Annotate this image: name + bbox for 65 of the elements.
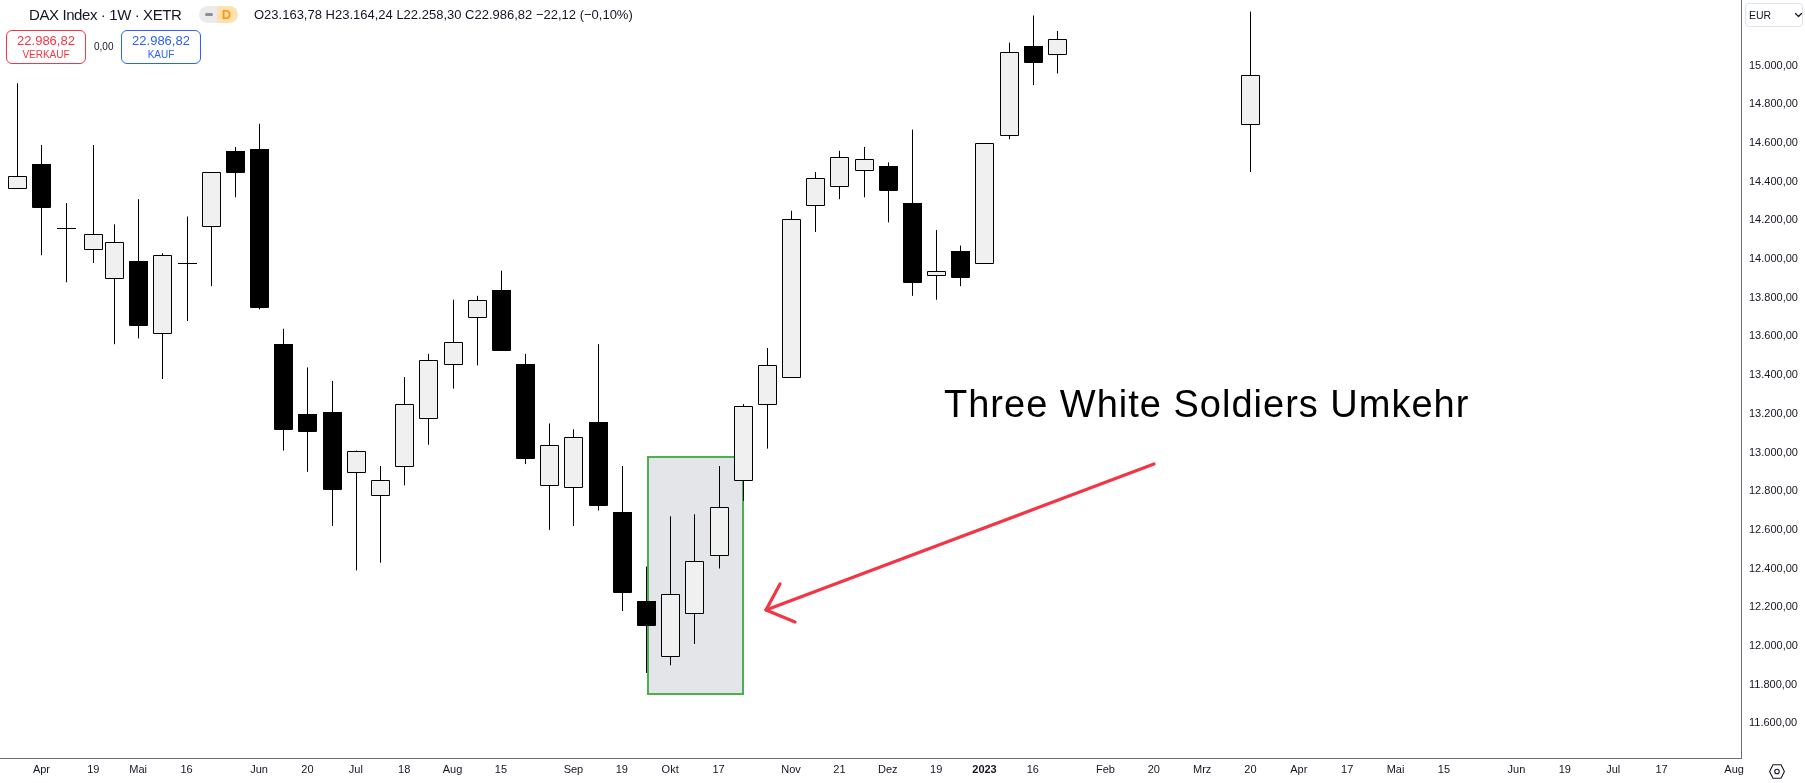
y-tick-label: 11.800,00 [1749, 677, 1798, 690]
y-tick-label: 14.600,00 [1749, 136, 1798, 149]
sell-button: 22.986,82 VERKAUF [6, 30, 86, 64]
x-tick-label: Sep [563, 762, 584, 775]
annotation: 22.986,82 [131, 33, 191, 48]
x-tick-label: 16 [180, 762, 193, 775]
annotation: D [217, 7, 236, 22]
x-tick-label: Jul [1606, 762, 1621, 775]
annotation: Three White Soldiers Umkehr [944, 383, 1470, 425]
y-tick-label: 13.200,00 [1749, 406, 1798, 419]
y-tick-label: 11.600,00 [1749, 716, 1798, 729]
x-tick-label: 15 [1437, 762, 1451, 775]
x-tick-label: 20 [301, 762, 314, 775]
x-tick-label: 15 [494, 762, 508, 775]
x-tick-label: Jun [250, 762, 268, 775]
y-tick-label: 15.000,00 [1749, 58, 1798, 71]
y-tick-label: 13.000,00 [1749, 445, 1798, 458]
x-tick-label: Jul [348, 762, 363, 775]
x-tick-label: Dez [877, 762, 898, 775]
x-tick-label: Mrz [1192, 762, 1212, 775]
x-tick-label: 21 [833, 762, 846, 775]
y-tick-label: 12.200,00 [1749, 600, 1798, 613]
x-tick-label: Mai [1386, 762, 1405, 775]
y-tick-label: 14.200,00 [1749, 213, 1798, 226]
dropdown: EUR [1745, 3, 1803, 27]
x-tick-label: 19 [87, 762, 100, 775]
annotation: 0,00 [94, 41, 114, 52]
x-tick-label: Apr [1290, 762, 1308, 775]
x-tick-label: 19 [1558, 762, 1571, 775]
x-tick-label: 19 [930, 762, 943, 775]
x-tick-label: Jun [1507, 762, 1526, 775]
x-tick-label: 20 [1244, 762, 1257, 775]
x-tick-label: 16 [1026, 762, 1039, 775]
text: O23.163,78 H23.164,24 L22.258,30 C22.986,82 −22,12 (−0,10%) [254, 7, 633, 22]
candlestick [56, 202, 77, 283]
x-tick-label: Feb [1095, 762, 1115, 775]
annotation: 22.986,82 [16, 33, 76, 48]
x-tick-label: 2023 [972, 762, 997, 775]
y-tick-label: 14.800,00 [1749, 97, 1798, 110]
y-tick-label: 13.600,00 [1749, 329, 1798, 342]
x-tick-label: 17 [1341, 762, 1354, 775]
x-tick-label: Mai [129, 762, 148, 775]
y-tick-label: 12.000,00 [1749, 638, 1798, 651]
y-tick-label: 12.400,00 [1749, 561, 1798, 574]
x-tick-label: 18 [398, 762, 411, 775]
y-tick-label: 12.600,00 [1749, 522, 1798, 535]
y-tick-label: 13.400,00 [1749, 368, 1798, 381]
y-tick-label: 12.800,00 [1749, 484, 1798, 497]
x-tick-label: Okt [661, 762, 679, 775]
annotation: KAUF [146, 49, 176, 60]
y-tick-label: 14.000,00 [1749, 252, 1798, 265]
x-tick-label: 20 [1147, 762, 1160, 775]
annotation: VERKAUF [21, 49, 71, 60]
x-tick-label: 19 [615, 762, 628, 775]
x-tick-label: 17 [712, 762, 725, 775]
candlestick [177, 216, 198, 322]
x-tick-label: Apr [32, 762, 51, 775]
buy-button: 22.986,82 KAUF [121, 30, 201, 64]
x-tick-label: Aug [1724, 762, 1744, 775]
x-tick-label: Nov [781, 762, 802, 775]
chart-title: DAX Index · 1W · XETR [29, 6, 182, 23]
y-tick-label: 13.800,00 [1749, 290, 1798, 303]
x-tick-label: 17 [1655, 762, 1668, 775]
x-tick-label: Aug [442, 762, 463, 775]
y-tick-label: 14.400,00 [1749, 174, 1798, 187]
